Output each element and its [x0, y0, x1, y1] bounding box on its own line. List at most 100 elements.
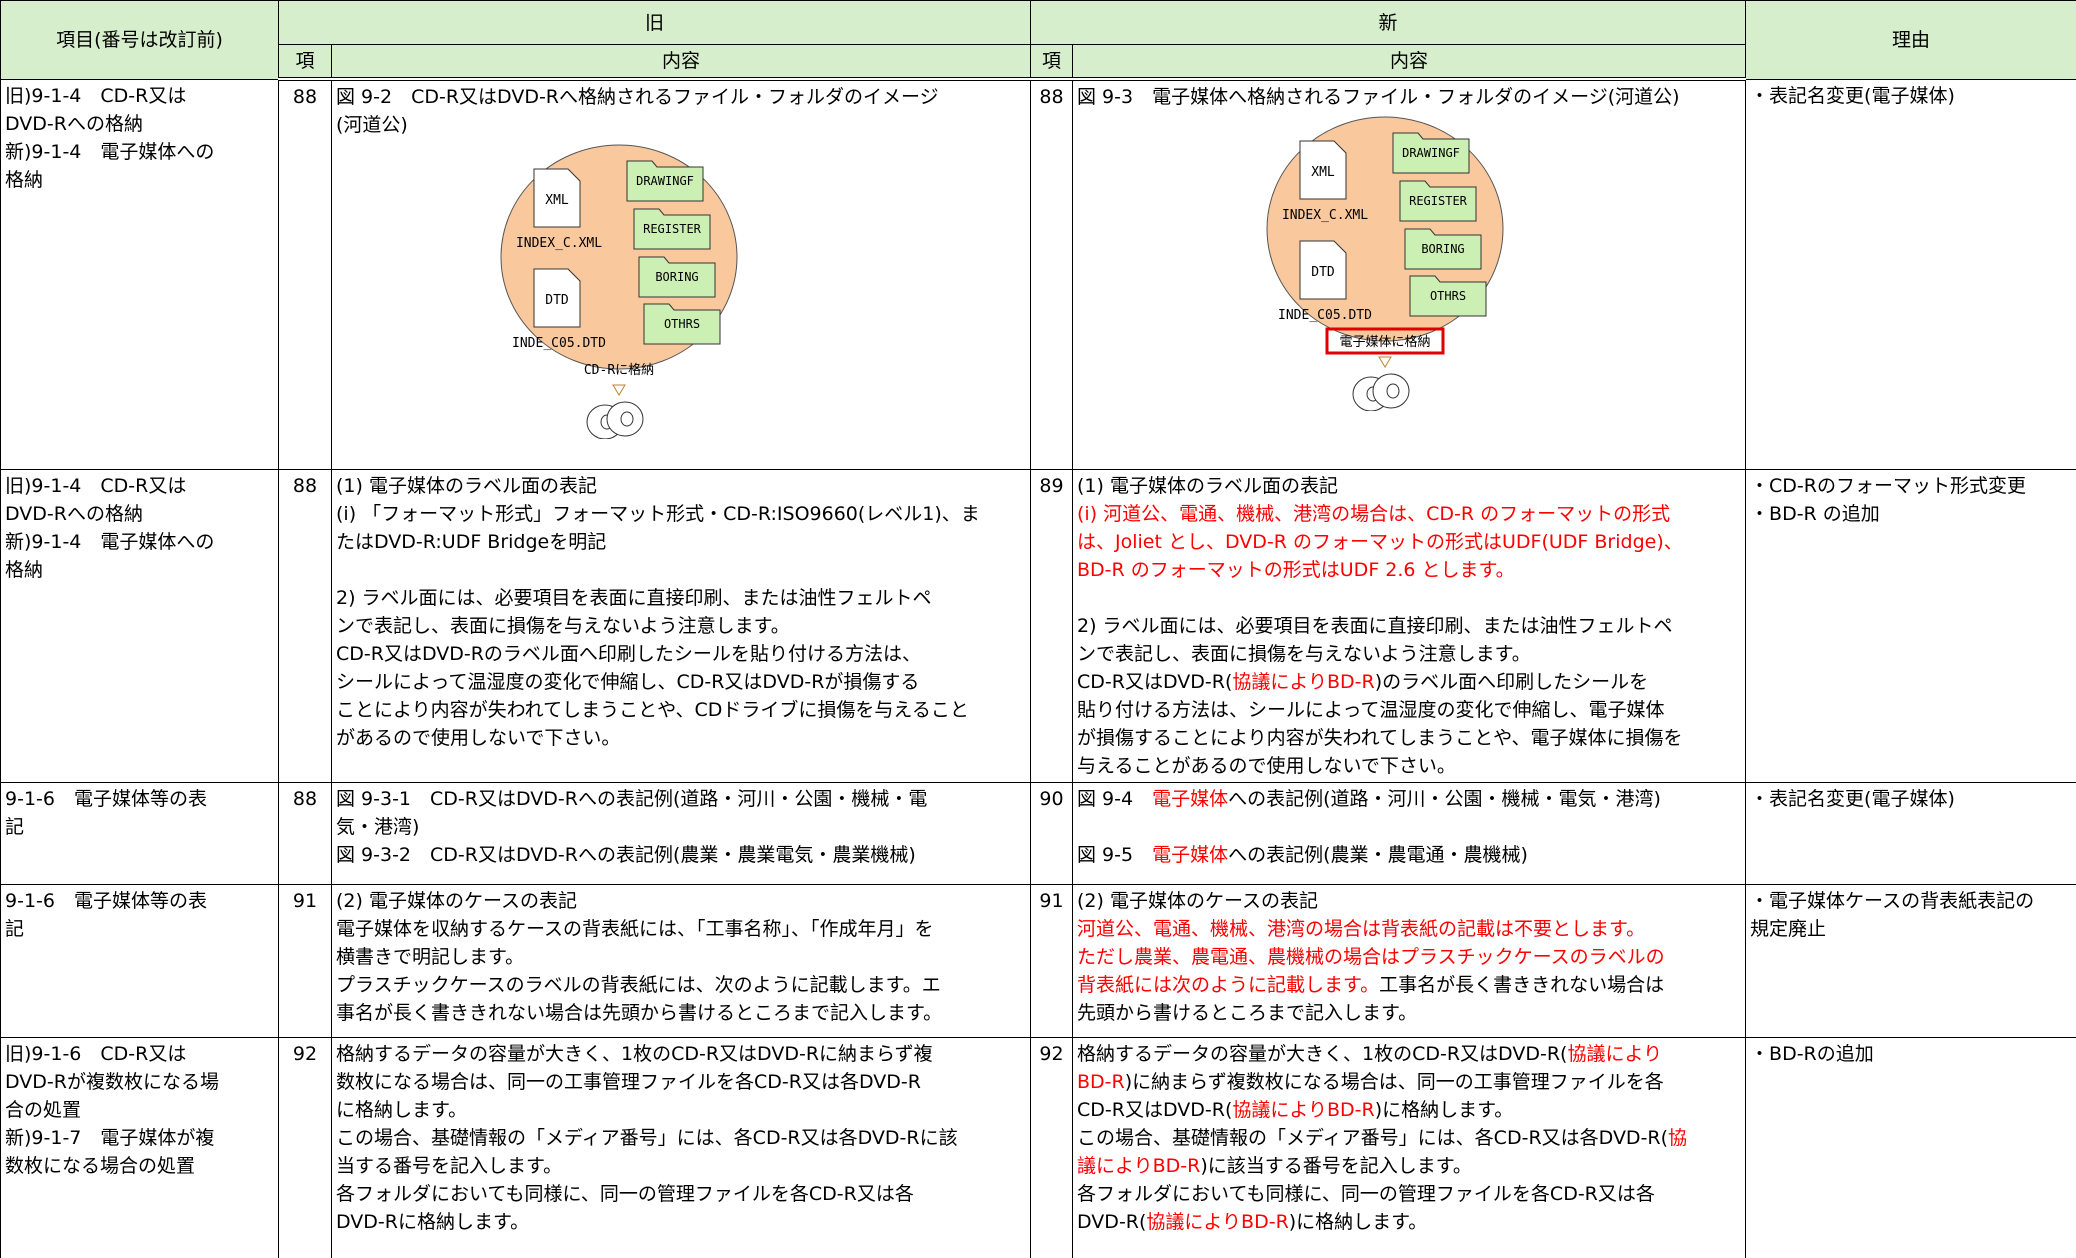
paragraph: 図 9-4 電子媒体への表記例(道路・河川・公園・機械・電気・港湾): [1077, 785, 1741, 813]
highlighted-text: BD-R: [1077, 1070, 1125, 1093]
table-row: 旧)9-1-4 CD-R又は DVD-Rへの格納 新)9-1-4 電子媒体への 格納 8…: [0, 78, 2076, 470]
new-content: (1) 電子媒体のラベル面の表記 (i) 河道公、電通、機械、港湾の場合は、CD-…: [1072, 468, 1747, 783]
header-item: 項目(番号は改訂前): [0, 0, 279, 80]
text-line: 図 9-3 電子媒体へ格納されるファイル・フォルダのイメージ(河道公): [1077, 86, 1680, 108]
text-line: 合の処置: [5, 1098, 82, 1121]
text-line: プラスチックケースのラベルの背表紙には、次のように記載します。エ: [336, 973, 941, 996]
text-line: BD-R のフォーマットの形式はUDF 2.6 とします。: [1077, 556, 1741, 584]
file-type: DTD: [545, 293, 569, 308]
text-line: 格納するデータの容量が大きく、1枚のCD-R又はDVD-Rに納まらず複: [336, 1042, 933, 1065]
table-row: 旧)9-1-6 CD-R又は DVD-Rが複数枚になる場 合の処置 新)9-1-7 電…: [0, 1036, 2076, 1258]
text-segment: CD-R又はDVD-R(: [1077, 670, 1233, 693]
highlighted-text: は、Joliet とし、DVD-R のフォーマットの形式はUDF(UDF Bri…: [1077, 530, 1683, 553]
text-segment: への表記例(農業・農電通・農機械): [1228, 843, 1528, 866]
text-line: は、Joliet とし、DVD-R のフォーマットの形式はUDF(UDF Bri…: [1077, 528, 1741, 556]
text-segment: この場合、基礎情報の「メディア番号」には、各CD-R又は各DVD-R(: [1077, 1126, 1669, 1149]
text-segment: DVD-R(: [1077, 1210, 1147, 1233]
folder-name: OTHRS: [1430, 289, 1466, 303]
text-line: DVD-Rへの格納: [5, 502, 143, 525]
file-icon: [1299, 140, 1347, 200]
text-line: に格納します。: [336, 1098, 468, 1121]
highlighted-text: 協議によりBD-R: [1232, 670, 1375, 693]
folder-icon: [633, 208, 711, 250]
new-page: 91: [1030, 883, 1074, 1038]
folder-name: DRAWINGF: [1402, 146, 1460, 160]
header-reason: 理由: [1745, 0, 2076, 80]
table-body: 旧)9-1-4 CD-R又は DVD-Rへの格納 新)9-1-4 電子媒体への 格納 8…: [0, 78, 2076, 1258]
folder-icon: [1399, 180, 1477, 222]
text-line: 河道公、電通、機械、港湾の場合は背表紙の記載は不要とします。: [1077, 915, 1741, 943]
highlighted-text: 議によりBD-R: [1077, 1154, 1201, 1177]
text-segment: )に格納します。: [1288, 1210, 1428, 1233]
old-page: 91: [278, 883, 332, 1038]
highlighted-text: 協議により: [1567, 1042, 1663, 1065]
new-content: (2) 電子媒体のケースの表記 河道公、電通、機械、港湾の場合は背表紙の記載は不要…: [1072, 883, 1747, 1038]
text-line: 9-1-6 電子媒体等の表: [5, 889, 207, 912]
text-line: 各フォルダにおいても同様に、同一の管理ファイルを各CD-R又は各: [1077, 1182, 1655, 1205]
text-line: ただし農業、農電通、農機械の場合はプラスチックケースのラベルの: [1077, 943, 1741, 971]
header-new: 新: [1030, 0, 1747, 45]
new-content: 図 9-3 電子媒体へ格納されるファイル・フォルダのイメージ(河道公) XML IN…: [1072, 78, 1747, 470]
text-line: 数枚になる場合は、同一の工事管理ファイルを各CD-R又は各DVD-R: [336, 1070, 921, 1093]
text-line: が損傷することにより内容が失われてしまうことや、電子媒体に損傷を: [1077, 726, 1683, 749]
folder-name: DRAWINGF: [636, 174, 694, 188]
old-content: 格納するデータの容量が大きく、1枚のCD-R又はDVD-Rに納まらず複 数枚になる…: [330, 1036, 1032, 1258]
text-line: 図 9-3-1 CD-R又はDVD-Rへの表記例(道路・河川・公園・機械・電: [336, 787, 928, 810]
file-icon: [1299, 240, 1347, 300]
text-line: (河道公): [336, 114, 408, 136]
file-name: INDE_C05.DTD: [512, 336, 606, 351]
text-segment: 図 9-5: [1077, 843, 1153, 866]
text-line: シールによって温湿度の変化で伸縮し、CD-R又はDVD-Rが損傷する: [336, 670, 920, 693]
text-line: 旧)9-1-4 CD-R又は: [5, 84, 187, 107]
text-line: 横書きで明記します。: [336, 945, 525, 968]
text-line: DVD-Rへの格納: [5, 112, 143, 135]
text-line: ・BD-Rの追加: [1750, 1042, 1874, 1065]
paragraph: (2) 電子媒体のケースの表記 電子媒体を収納するケースの背表紙には、「工事名称」…: [336, 887, 1026, 1027]
highlighted-text: 背表紙には次のように記載します。: [1077, 973, 1380, 996]
text-line: 与えることがあるので使用しないで下さい。: [1077, 754, 1456, 777]
highlighted-text: 電子媒体: [1152, 787, 1229, 810]
folder-icon: [643, 303, 721, 345]
text-line: 格納: [5, 168, 44, 191]
table-row: 9-1-6 電子媒体等の表記 91 (2) 電子媒体のケースの表記 電子媒体を収納する…: [0, 883, 2076, 1038]
file-name: INDE_C05.DTD: [1278, 308, 1372, 323]
text-line: 図 9-2 CD-R又はDVD-Rへ格納されるファイル・フォルダのイメージ: [336, 86, 939, 108]
new-page: 90: [1030, 781, 1074, 885]
text-line: ・表記名変更(電子媒体): [1750, 787, 1955, 810]
highlighted-text: (i) 河道公、電通、機械、港湾の場合は、CD-R のフォーマットの形式: [1077, 502, 1671, 525]
text-line: DVD-R(協議によりBD-R)に格納します。: [1077, 1208, 1741, 1236]
table-row: 9-1-6 電子媒体等の表記 88 図 9-3-1 CD-R又はDVD-Rへの表記例…: [0, 781, 2076, 885]
text-line: 先頭から書けるところまで記入します。: [1077, 1001, 1418, 1024]
item-cell: 旧)9-1-6 CD-R又は DVD-Rが複数枚になる場 合の処置 新)9-1-7 電…: [0, 1036, 279, 1258]
folder-name: BORING: [1421, 242, 1464, 256]
paragraph: 図 9-5 電子媒体への表記例(農業・農電通・農機械): [1077, 841, 1741, 869]
text-line: ・CD-Rのフォーマット形式変更: [1750, 474, 2026, 497]
old-content: 図 9-3-1 CD-R又はDVD-Rへの表記例(道路・河川・公園・機械・電 気・…: [330, 781, 1032, 885]
text-line: 記: [5, 917, 25, 940]
media-label: 電子媒体に格納: [1340, 334, 1431, 350]
text-line: ンで表記し、表面に損傷を与えないよう注意します。: [336, 614, 790, 637]
text-segment: )に格納します。: [1374, 1098, 1514, 1121]
paragraph: 図 9-2 CD-R又はDVD-Rへ格納されるファイル・フォルダのイメージ (河道…: [336, 83, 1026, 139]
folder-name: BORING: [655, 270, 698, 284]
text-line: 事名が長く書ききれない場合は先頭から書けるところまで記入します。: [336, 1001, 943, 1024]
text-line: 新)9-1-7 電子媒体が複: [5, 1126, 215, 1149]
text-segment: 工事名が長く書ききれない場合は: [1379, 973, 1665, 996]
text-segment: 格納するデータの容量が大きく、1枚のCD-R又はDVD-R(: [1077, 1042, 1568, 1065]
text-line: 規定廃止: [1750, 917, 1827, 940]
text-line: この場合、基礎情報の「メディア番号」には、各CD-R又は各DVD-Rに該: [336, 1126, 958, 1149]
text-line: ことにより内容が失われてしまうことや、CDドライブに損傷を与えること: [336, 698, 969, 721]
text-line: (1) 電子媒体のラベル面の表記: [1077, 474, 1338, 497]
new-page: 88: [1030, 78, 1074, 470]
item-cell: 旧)9-1-4 CD-R又は DVD-Rへの格納 新)9-1-4 電子媒体への 格納: [0, 78, 279, 470]
reason-cell: ・電子媒体ケースの背表紙表記の 規定廃止: [1745, 883, 2076, 1038]
new-content: 格納するデータの容量が大きく、1枚のCD-R又はDVD-R(協議により BD-R)…: [1072, 1036, 1747, 1258]
text-line: 格納するデータの容量が大きく、1枚のCD-R又はDVD-R(協議により: [1077, 1040, 1741, 1068]
folder-icon: [1404, 228, 1482, 270]
disc-hole: [1386, 383, 1400, 399]
arrow: [1378, 356, 1392, 368]
figure: XML INDEX_C.XML DTD INDE_C05.DTD DRAWINGF REG…: [1266, 116, 1504, 411]
text-segment: )に納まらず複数枚になる場合は、同一の工事管理ファイルを各: [1124, 1070, 1664, 1093]
text-line: 図 9-4 電子媒体への表記例(道路・河川・公園・機械・電気・港湾): [1077, 785, 1741, 813]
